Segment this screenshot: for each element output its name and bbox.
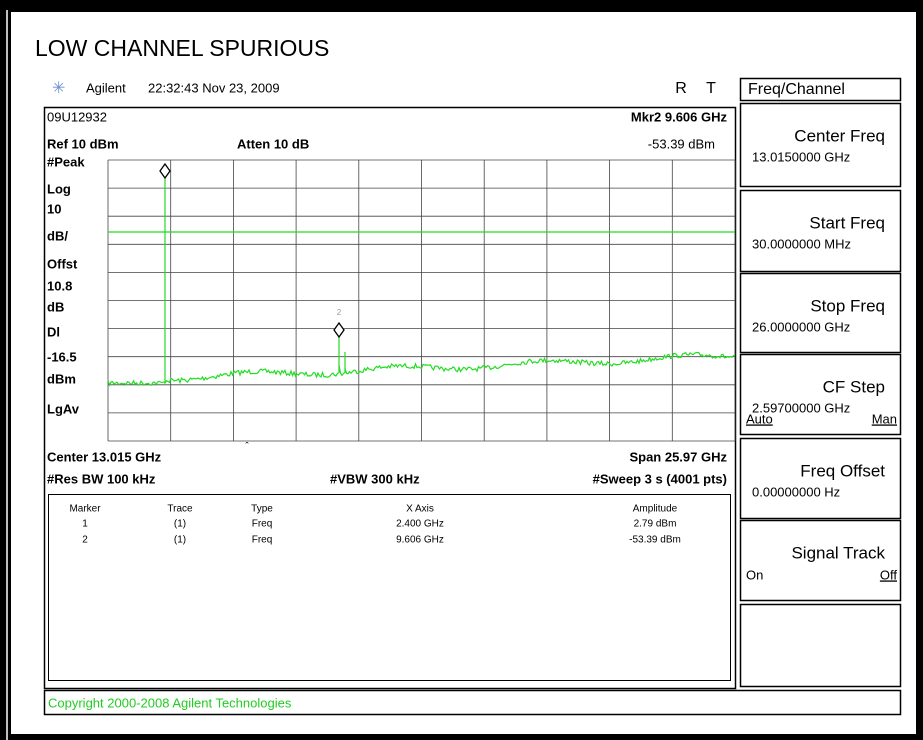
table-header: Trace bbox=[167, 504, 193, 515]
marker-table bbox=[48, 494, 731, 681]
softkey[interactable] bbox=[739, 189, 902, 273]
left-label: dB bbox=[47, 299, 64, 314]
left-label: LgAv bbox=[47, 401, 80, 416]
table-cell: Freq bbox=[252, 519, 273, 530]
softkey-value: 2.59700000 GHz bbox=[752, 400, 850, 415]
vbw: #VBW 300 kHz bbox=[330, 471, 420, 486]
title: LOW CHANNEL SPURIOUS bbox=[35, 35, 329, 61]
softkey-label: Center Freq bbox=[794, 126, 885, 145]
table-header: Marker bbox=[69, 504, 101, 515]
annotations: 09U12932 Mkr2 9.606 GHz Ref 10 dBm Atten… bbox=[47, 109, 727, 486]
marker-label: 2 bbox=[337, 308, 342, 317]
softkey-value: 0.00000000 Hz bbox=[752, 484, 840, 499]
left-label: dBm bbox=[47, 371, 76, 386]
brand: Agilent bbox=[86, 80, 126, 95]
softkey-label: CF Step bbox=[823, 377, 885, 396]
copyright: Copyright 2000-2008 Agilent Technologies bbox=[48, 695, 292, 710]
indicator: R bbox=[675, 80, 687, 97]
table-cell: -53.39 dBm bbox=[629, 535, 681, 546]
softkey[interactable] bbox=[739, 603, 902, 688]
left-label: Dl bbox=[47, 324, 60, 339]
softkey[interactable] bbox=[739, 519, 902, 602]
marker-1 bbox=[159, 162, 171, 180]
table-cell: 2.79 dBm bbox=[634, 519, 677, 530]
softkey-label: Stop Freq bbox=[810, 296, 885, 315]
marker-table-content: Marker Trace Type X Axis Amplitude 1 (1) Freq 2.… bbox=[69, 504, 680, 546]
table-cell: (1) bbox=[174, 535, 186, 546]
softkey-value: 30.0000000 MHz bbox=[752, 236, 851, 251]
left-label: Offst bbox=[47, 256, 78, 271]
softkey[interactable] bbox=[739, 353, 902, 436]
softkey[interactable] bbox=[739, 272, 902, 354]
softkey-option: Off bbox=[880, 567, 897, 582]
table-header: Amplitude bbox=[633, 504, 678, 515]
table-cell: (1) bbox=[174, 519, 186, 530]
softkey-label: Freq Offset bbox=[800, 461, 885, 480]
softkey-label: Signal Track bbox=[791, 543, 885, 562]
table-header: X Axis bbox=[406, 504, 434, 515]
span: Span 25.97 GHz bbox=[629, 449, 727, 464]
softkey-label: Start Freq bbox=[809, 213, 885, 232]
softkey-value: 26.0000000 GHz bbox=[752, 319, 850, 334]
softkey[interactable] bbox=[739, 102, 902, 188]
res-bw: #Res BW 100 kHz bbox=[47, 471, 156, 486]
left-label: Log bbox=[47, 181, 71, 196]
screen-border bbox=[43, 106, 737, 690]
table-cell: 9.606 GHz bbox=[396, 535, 444, 546]
ref-level: Ref 10 dBm bbox=[47, 136, 119, 151]
status-bar bbox=[43, 689, 902, 716]
attenuation: Atten 10 dB bbox=[237, 136, 309, 151]
left-label: -16.5 bbox=[47, 349, 77, 364]
left-label: #Peak bbox=[47, 154, 85, 169]
marker-amplitude: -53.39 dBm bbox=[648, 136, 715, 151]
softkey-option: Auto bbox=[746, 411, 773, 426]
menu-title: Freq/Channel bbox=[748, 81, 845, 98]
center-freq: Center 13.015 GHz bbox=[47, 449, 162, 464]
center-caret: ˆ bbox=[245, 441, 249, 453]
table-cell: 2 bbox=[82, 535, 88, 546]
sweep: #Sweep 3 s (4001 pts) bbox=[593, 471, 727, 486]
table-cell: 2.400 GHz bbox=[396, 519, 444, 530]
indicator: T bbox=[706, 80, 716, 97]
table-cell: Freq bbox=[252, 535, 273, 546]
table-header: Type bbox=[251, 504, 273, 515]
left-label: 10 bbox=[47, 201, 61, 216]
graticule bbox=[107, 159, 736, 442]
header: ✳ Agilent 22:32:43 Nov 23, 2009 R T bbox=[52, 80, 716, 97]
marker-2 bbox=[333, 321, 345, 339]
table-cell: 1 bbox=[82, 519, 88, 530]
softkey-option: On bbox=[746, 567, 763, 582]
softkey-option: Man bbox=[872, 411, 897, 426]
softkey[interactable] bbox=[739, 437, 902, 520]
left-labels: #Peak Log 10 dB/Offst 10.8 dB Dl -16.5 dBm LgAv bbox=[47, 154, 85, 416]
timestamp: 22:32:43 Nov 23, 2009 bbox=[148, 80, 280, 95]
marker-readout: Mkr2 9.606 GHz bbox=[631, 109, 728, 124]
softkey-value: 13.0150000 GHz bbox=[752, 149, 850, 164]
left-label: 10.8 bbox=[47, 278, 72, 293]
menu-title-box bbox=[739, 77, 902, 102]
left-label: dB/ bbox=[47, 228, 68, 243]
trace bbox=[107, 171, 736, 387]
screen-id: 09U12932 bbox=[47, 109, 107, 124]
logo-icon: ✳ bbox=[52, 80, 65, 97]
softkeys: Center Freq 13.0150000 GHz Start Freq 30.00… bbox=[739, 102, 902, 688]
